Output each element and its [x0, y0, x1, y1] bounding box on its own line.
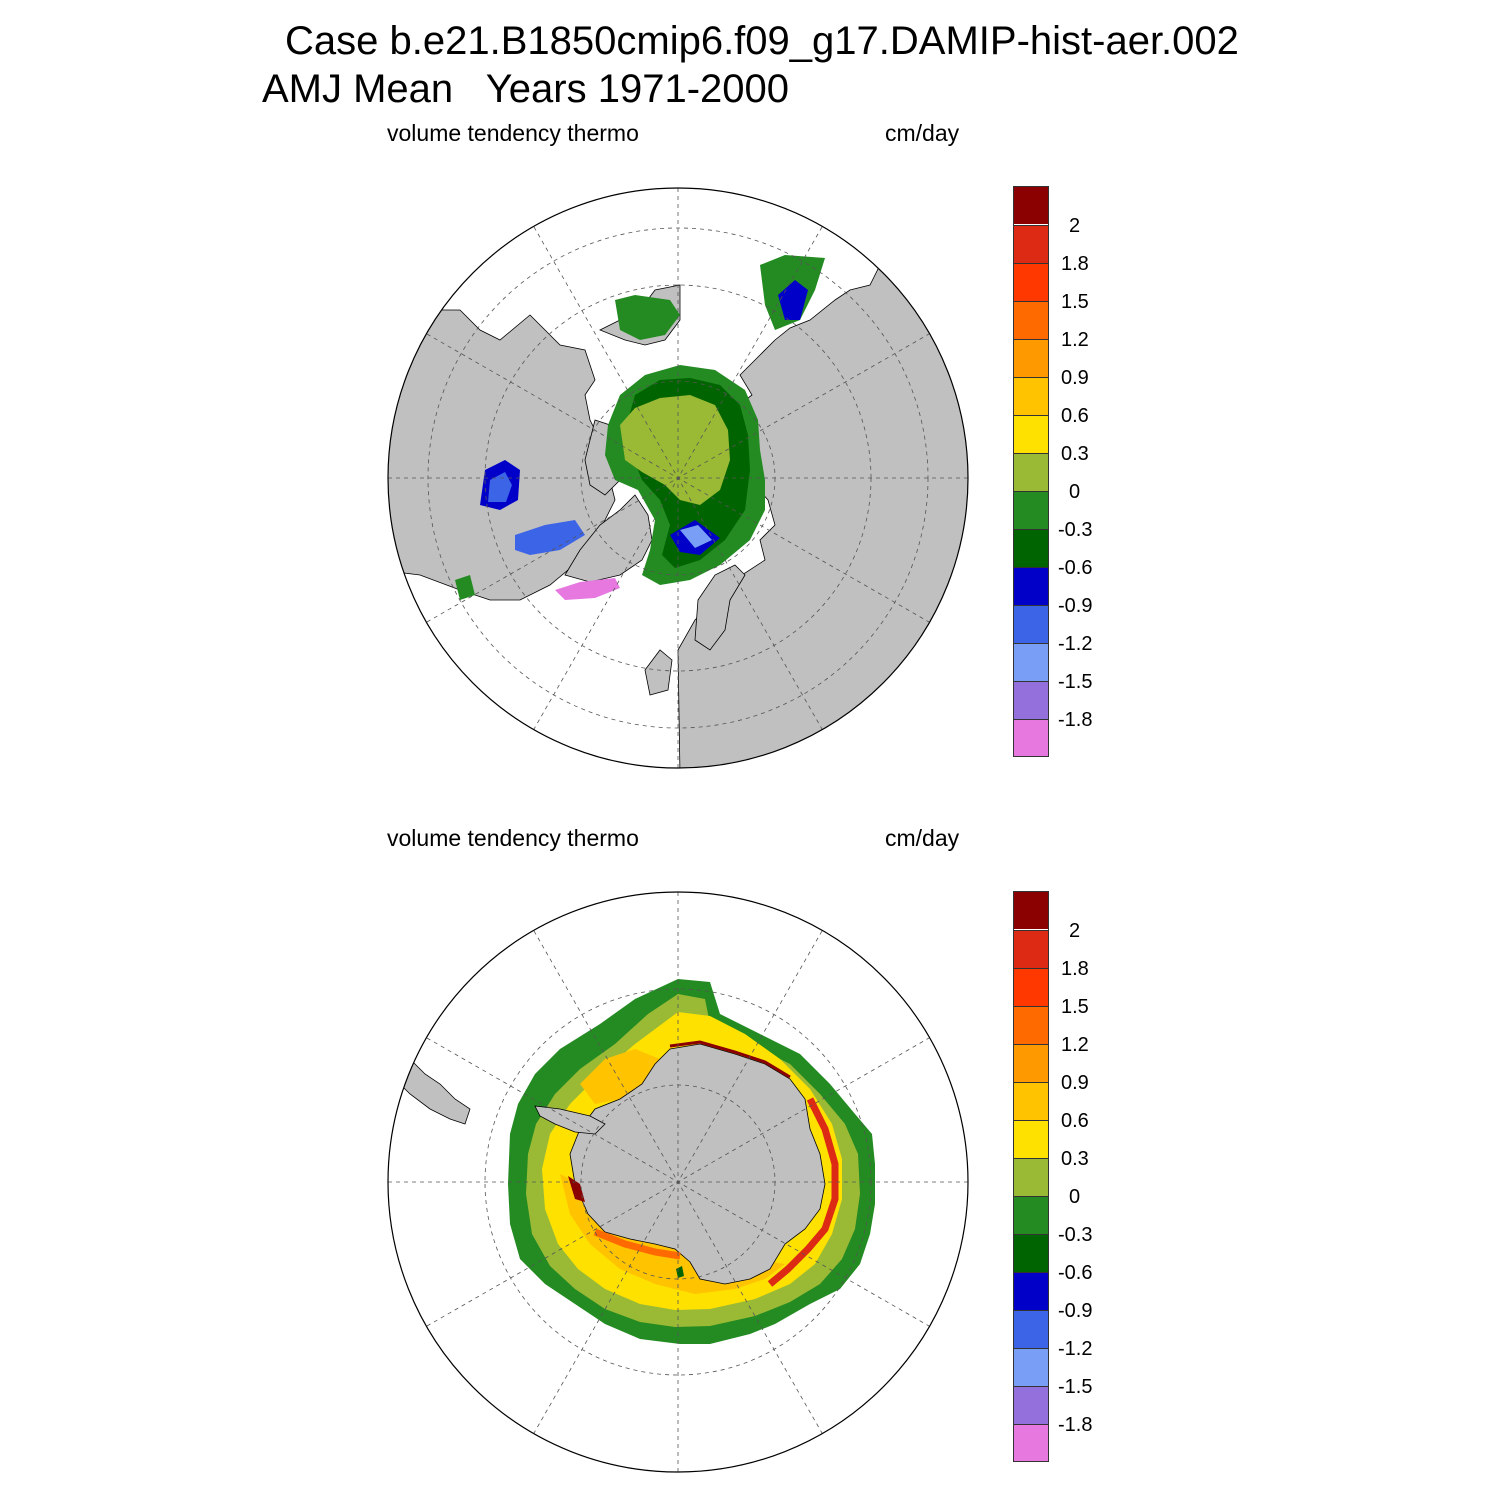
south-colorbar-label-1: 1.8 [1061, 958, 1089, 980]
south-colorbar-label-9: -0.6 [1058, 1262, 1093, 1284]
north-colorbar-label-8: -0.3 [1058, 519, 1093, 541]
south-colorbar-swatch-8 [1013, 1196, 1049, 1234]
south-colorbar-label-7: 0 [1069, 1186, 1081, 1208]
north-colorbar-swatch-5 [1013, 377, 1049, 415]
north-ice-light-baffin [488, 472, 512, 502]
north-colorbar-swatch-12 [1013, 643, 1049, 681]
north-polar-map [387, 187, 969, 769]
north-colorbar-label-2: 1.5 [1061, 291, 1089, 313]
north-colorbar-label-0: 2 [1069, 215, 1081, 237]
north-land-greenland [564, 494, 653, 583]
south-colorbar-swatch-3 [1013, 1006, 1049, 1044]
south-colorbar-swatch-6 [1013, 1120, 1049, 1158]
south-colorbar-label-2: 1.5 [1061, 996, 1089, 1018]
south-colorbar-swatch-4 [1013, 1044, 1049, 1082]
south-colorbar-label-8: -0.3 [1058, 1224, 1093, 1246]
north-colorbar-label-11: -1.2 [1058, 633, 1093, 655]
north-colorbar-swatch-2 [1013, 263, 1049, 301]
south-colorbar-label-3: 1.2 [1061, 1034, 1089, 1056]
south-polar-map [387, 891, 969, 1473]
north-land-uk [644, 649, 673, 696]
north-ice-hudson-green [455, 575, 475, 600]
north-graticule [388, 188, 968, 768]
south-colorbar-swatch-12 [1013, 1348, 1049, 1386]
north-colorbar-label-12: -1.5 [1058, 671, 1093, 693]
north-ice-okhotsk-green [615, 295, 680, 340]
north-colorbar [1013, 186, 1049, 757]
north-colorbar-swatch-4 [1013, 339, 1049, 377]
north-colorbar-label-7: 0 [1069, 481, 1081, 503]
north-colorbar-swatch-7 [1013, 453, 1049, 491]
south-colorbar-label-6: 0.3 [1061, 1148, 1089, 1170]
south-colorbar-label-0: 2 [1069, 920, 1081, 942]
south-colorbar-swatch-2 [1013, 968, 1049, 1006]
north-colorbar-label-3: 1.2 [1061, 329, 1089, 351]
north-colorbar-label-13: -1.8 [1058, 709, 1093, 731]
south-ice-red-edge-ross [593, 1228, 681, 1260]
south-colorbar-label-12: -1.5 [1058, 1376, 1093, 1398]
north-map-border [387, 187, 969, 769]
south-ice-darkred-spot [568, 1176, 585, 1202]
south-colorbar-swatch-11 [1013, 1310, 1049, 1348]
north-ice-light-barents [680, 525, 712, 548]
figure-title-period: AMJ Mean Years 1971-2000 [262, 67, 790, 111]
south-colorbar-label-4: 0.9 [1061, 1072, 1089, 1094]
north-colorbar-swatch-9 [1013, 529, 1049, 567]
north-colorbar-swatch-13 [1013, 681, 1049, 719]
south-colorbar-label-11: -1.2 [1058, 1338, 1093, 1360]
north-ice-pink-edge [555, 578, 620, 600]
north-ice-center [620, 395, 730, 505]
north-land-scandinavia [694, 564, 746, 651]
south-colorbar-swatch-9 [1013, 1234, 1049, 1272]
north-colorbar-swatch-8 [1013, 491, 1049, 529]
south-colorbar-swatch-13 [1013, 1386, 1049, 1424]
north-panel-variable-label: volume tendency thermo [387, 120, 639, 146]
south-colorbar-label-5: 0.6 [1061, 1110, 1089, 1132]
south-colorbar-swatch-10 [1013, 1272, 1049, 1310]
north-colorbar-label-1: 1.8 [1061, 253, 1089, 275]
south-colorbar-swatch-5 [1013, 1082, 1049, 1120]
north-colorbar-swatch-1 [1013, 225, 1049, 263]
north-colorbar-swatch-3 [1013, 301, 1049, 339]
north-panel-units-label: cm/day [885, 120, 960, 146]
south-land-south-america [394, 1048, 471, 1125]
south-panel-variable-label: volume tendency thermo [387, 825, 639, 851]
south-colorbar-swatch-14 [1013, 1424, 1049, 1461]
south-graticule [388, 892, 968, 1472]
south-colorbar-swatch-1 [1013, 930, 1049, 968]
north-colorbar-label-4: 0.9 [1061, 367, 1089, 389]
south-colorbar-label-13: -1.8 [1058, 1414, 1093, 1436]
south-ice-red-edge-east [767, 1097, 839, 1287]
south-colorbar [1013, 891, 1049, 1462]
south-colorbar-swatch-0 [1013, 892, 1049, 929]
north-colorbar-label-10: -0.9 [1058, 595, 1093, 617]
north-colorbar-label-9: -0.6 [1058, 557, 1093, 579]
north-colorbar-swatch-11 [1013, 605, 1049, 643]
south-colorbar-label-10: -0.9 [1058, 1300, 1093, 1322]
south-panel-units-label: cm/day [885, 825, 960, 851]
north-colorbar-label-6: 0.3 [1061, 443, 1089, 465]
south-colorbar-swatch-7 [1013, 1158, 1049, 1196]
north-colorbar-swatch-10 [1013, 567, 1049, 605]
figure-title-case: Case b.e21.B1850cmip6.f09_g17.DAMIP-hist… [285, 19, 1239, 63]
north-colorbar-swatch-0 [1013, 187, 1049, 224]
north-ice-blue-labrador [515, 520, 585, 555]
south-map-border [387, 891, 969, 1473]
north-colorbar-label-5: 0.6 [1061, 405, 1089, 427]
south-ice-darkred-top [669, 1040, 791, 1079]
north-colorbar-swatch-14 [1013, 719, 1049, 756]
north-colorbar-swatch-6 [1013, 415, 1049, 453]
